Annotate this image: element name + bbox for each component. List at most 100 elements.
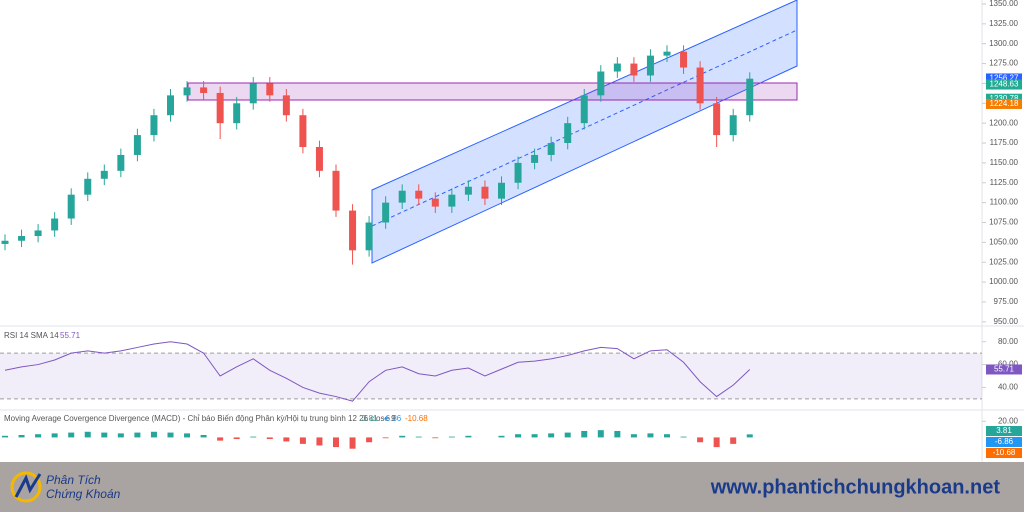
macd-value: -6.86 <box>383 414 402 423</box>
candle-body <box>431 198 439 207</box>
rsi-band <box>0 353 982 399</box>
macd-bar <box>597 430 604 438</box>
macd-bar <box>167 432 174 438</box>
candle-body <box>34 230 42 237</box>
footer <box>0 462 1024 512</box>
macd-bar <box>614 430 621 438</box>
macd-bar <box>250 436 257 438</box>
background <box>0 0 1024 462</box>
candle-body <box>680 51 688 68</box>
macd-bar <box>399 435 406 438</box>
macd-bar <box>233 437 240 440</box>
candle-body <box>729 115 737 136</box>
macd-bar <box>432 437 439 439</box>
logo-text: Phân Tích <box>46 473 101 487</box>
price-badge-label: 1248.63 <box>990 80 1019 89</box>
candle-body <box>365 222 373 251</box>
candle-body <box>630 63 638 76</box>
macd-bar <box>515 434 522 438</box>
y-tick-label: 1275.00 <box>989 59 1018 68</box>
y-tick-label: 1300.00 <box>989 39 1018 48</box>
candle-body <box>349 210 357 251</box>
macd-bar <box>746 434 753 438</box>
macd-bar <box>366 437 373 443</box>
macd-badge <box>986 437 1022 447</box>
price-badge-label: 1256.27 <box>990 74 1019 83</box>
candle-body <box>547 143 555 155</box>
macd-bar <box>730 437 737 444</box>
candle-body <box>249 83 257 104</box>
candle-body <box>216 92 224 124</box>
y-tick-label: 80.00 <box>998 337 1019 346</box>
macd-bar <box>415 436 422 438</box>
candle-body <box>382 202 390 223</box>
candle-body <box>613 63 621 72</box>
macd-bar <box>84 431 91 438</box>
macd-bar <box>713 437 720 448</box>
rsi-title: RSI 14 SMA 14 <box>4 331 59 340</box>
macd-bar <box>18 435 25 438</box>
y-tick-label: 1000.00 <box>989 277 1018 286</box>
candle-body <box>67 194 75 219</box>
candle-body <box>133 135 141 155</box>
candle-body <box>531 154 539 163</box>
macd-bar <box>150 431 157 438</box>
candle-body <box>150 115 158 136</box>
candle-body <box>597 71 605 96</box>
candle-body <box>117 154 125 171</box>
y-tick-label: 975.00 <box>994 297 1019 306</box>
macd-bar <box>134 432 141 438</box>
price-badge <box>986 73 1022 84</box>
candle-body <box>415 190 423 199</box>
macd-hist-value: 3.81 <box>362 414 378 423</box>
candle-body <box>746 78 754 116</box>
macd-bar <box>200 435 207 438</box>
candle-body <box>398 190 406 203</box>
rsi-value: 55.71 <box>60 331 81 340</box>
candle-body <box>18 236 26 241</box>
price-badge-label: 1230.78 <box>990 94 1019 103</box>
macd-bar <box>680 436 687 438</box>
y-tick-label: 20.00 <box>998 416 1019 425</box>
macd-badge-label: 3.81 <box>996 426 1012 435</box>
y-tick-label: 1150.00 <box>990 158 1019 167</box>
y-tick-label: 1075.00 <box>989 218 1018 227</box>
candle-body <box>233 103 241 124</box>
macd-bar <box>349 437 356 449</box>
macd-bar <box>664 434 670 438</box>
y-tick-label: 1175.00 <box>990 138 1019 147</box>
macd-bar <box>184 433 191 438</box>
candle-body <box>315 147 323 171</box>
footer-url[interactable]: www.phantichchungkhoan.net <box>710 476 1001 498</box>
candle-body <box>100 170 108 179</box>
macd-bar <box>316 437 323 446</box>
candle-body <box>1 240 9 244</box>
price-badge <box>986 79 1022 90</box>
candle-body <box>282 95 290 116</box>
macd-bar <box>68 432 75 438</box>
candle-body <box>646 55 654 76</box>
macd-bar <box>382 437 389 439</box>
rsi-badge-label: 55.71 <box>994 365 1015 374</box>
macd-bar <box>217 437 224 441</box>
y-tick-label: 40.00 <box>998 383 1019 392</box>
price-badge-label: 1224.18 <box>990 99 1019 108</box>
candle-body <box>200 87 208 93</box>
macd-bar <box>647 433 654 438</box>
candle-body <box>481 186 489 199</box>
candle-body <box>84 178 92 195</box>
macd-badge-label: -10.68 <box>993 448 1016 457</box>
candle-body <box>448 194 456 207</box>
macd-bar <box>51 433 58 438</box>
macd-bar <box>498 435 505 438</box>
rsi-badge <box>986 364 1022 375</box>
macd-bar <box>448 436 455 438</box>
macd-bar <box>2 435 8 438</box>
candle-body <box>696 67 704 104</box>
y-tick-label: 1350.00 <box>989 0 1018 8</box>
candle-body <box>266 83 274 96</box>
logo-text: Chứng Khoán <box>46 487 121 501</box>
macd-bar <box>333 437 339 448</box>
macd-badge-label: -6.86 <box>995 437 1014 446</box>
